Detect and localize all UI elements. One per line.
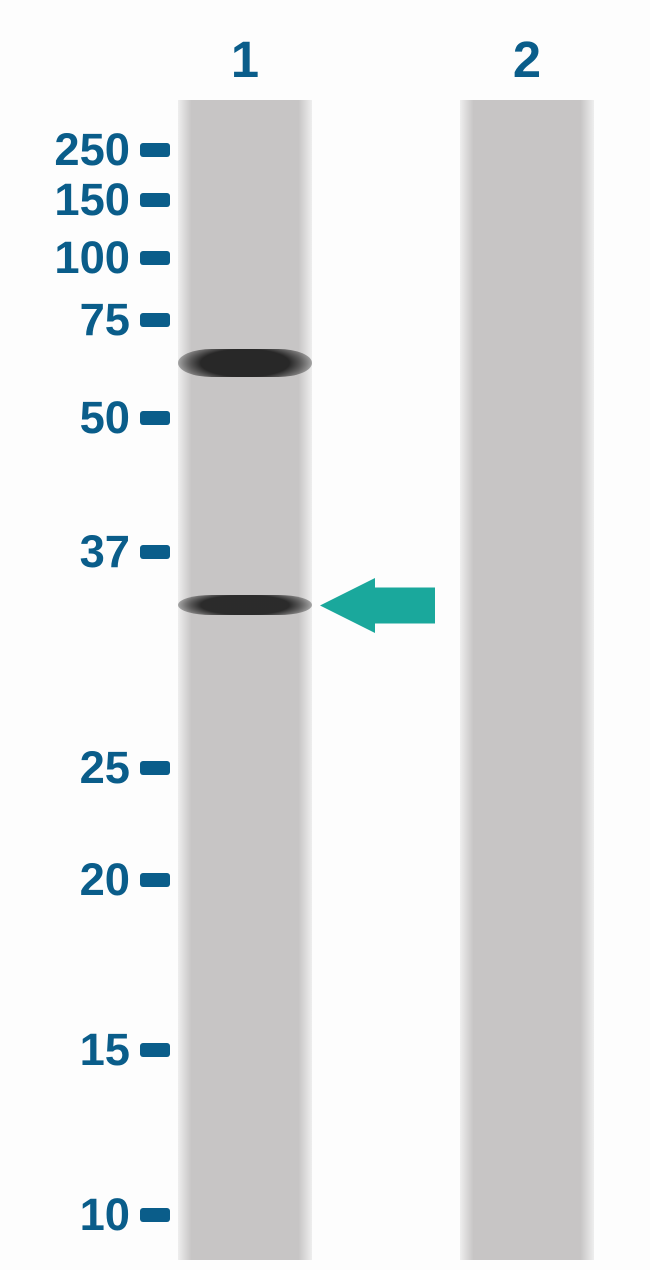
lane-header: 2 <box>460 30 594 89</box>
band <box>178 349 312 377</box>
target-arrow-icon <box>320 578 435 633</box>
lane-header: 1 <box>178 30 312 89</box>
mw-marker-label: 50 <box>80 392 130 444</box>
mw-marker-tick <box>140 411 170 425</box>
mw-marker-label: 100 <box>54 232 130 284</box>
gel-figure: 1 2 250150 100 75 50 37 25 20 15 10 <box>0 0 650 1270</box>
mw-marker-label: 15 <box>80 1024 130 1076</box>
lane-strip <box>460 100 594 1260</box>
mw-marker-tick <box>140 193 170 207</box>
mw-marker-tick <box>140 545 170 559</box>
mw-marker-label: 10 <box>80 1189 130 1241</box>
mw-marker-tick <box>140 873 170 887</box>
lane-lane1: 1 <box>178 0 312 1270</box>
mw-marker-tick <box>140 251 170 265</box>
mw-marker-label: 75 <box>80 294 130 346</box>
mw-marker-label: 20 <box>80 854 130 906</box>
mw-marker-tick <box>140 143 170 157</box>
mw-marker-label: 25 <box>80 742 130 794</box>
band <box>178 595 312 615</box>
mw-marker-tick <box>140 1043 170 1057</box>
mw-marker-tick <box>140 761 170 775</box>
mw-marker-label: 37 <box>80 526 130 578</box>
lane-strip <box>178 100 312 1260</box>
mw-marker-label: 150 <box>54 174 130 226</box>
mw-marker-label: 250 <box>54 124 130 176</box>
lane-lane2: 2 <box>460 0 594 1270</box>
mw-marker-tick <box>140 313 170 327</box>
mw-marker-tick <box>140 1208 170 1222</box>
